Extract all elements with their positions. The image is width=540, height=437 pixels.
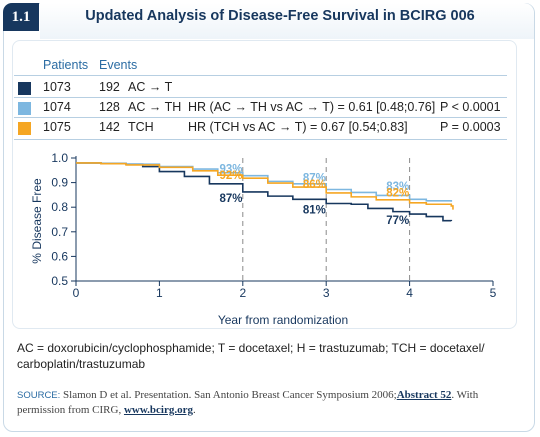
x-tick-label: 3: [323, 286, 330, 300]
legend-divider: [14, 75, 507, 76]
legend-divider: [14, 139, 507, 140]
percent-label: 81%: [303, 205, 326, 217]
abbreviations-footnote: AC = doxorubicin/cyclophosphamide; T = d…: [17, 341, 485, 371]
x-axis-label: Year from randomization: [218, 313, 348, 327]
legend-swatch: [18, 82, 31, 95]
source-text-2: . With permission from CIRG,: [17, 389, 479, 416]
percent-label: 92%: [219, 170, 242, 182]
x-tick-label: 4: [406, 286, 413, 300]
legend-row: 1073 192 AC → T: [0, 77, 540, 99]
legend-table: Patients Events 1073 192 AC → T 1074 128…: [0, 0, 540, 140]
figure-title: Updated Analysis of Disease-Free Surviva…: [85, 8, 475, 24]
x-tick-label: 5: [490, 286, 497, 300]
source-label: SOURCE:: [17, 390, 61, 401]
legend-events: 142: [99, 120, 120, 134]
source-citation: SOURCE: Slamon D et al. Presentation. Sa…: [17, 388, 527, 418]
legend-patients: 1074: [43, 100, 71, 114]
x-tick-label: 1: [156, 286, 163, 300]
legend-arm: AC → TH: [128, 100, 182, 114]
legend-patients: 1073: [43, 80, 71, 94]
y-tick-label: 0.5: [51, 274, 68, 288]
x-tick-label: 0: [73, 286, 80, 300]
legend-arm: AC → T: [128, 80, 173, 94]
legend-divider: [14, 117, 507, 118]
legend-p-value: P = 0.0003: [440, 120, 501, 134]
percent-label: 87%: [303, 173, 326, 185]
cirg-website-link[interactable]: www.bcirg.org: [123, 404, 193, 416]
abstract-link[interactable]: Abstract 52: [396, 389, 452, 401]
y-tick-label: 1.0: [51, 151, 68, 165]
legend-swatch: [18, 102, 31, 115]
source-text: Slamon D et al. Presentation. San Antoni…: [63, 389, 397, 401]
legend-events: 192: [99, 80, 120, 94]
y-tick-label: 0.6: [51, 249, 68, 263]
percent-label: 93%: [219, 163, 242, 175]
legend-row: 1074 128 AC → TH HR (AC → TH vs AC → T) …: [0, 97, 540, 119]
legend-row: 1075 142 TCH HR (TCH vs AC → T) = 0.67 […: [0, 117, 540, 139]
percent-label: 86%: [303, 179, 326, 191]
y-tick-label: 0.8: [51, 200, 68, 214]
source-end: .: [193, 404, 196, 416]
legend-events: 128: [99, 100, 120, 114]
percent-label: 87%: [219, 193, 242, 205]
x-tick-label: 2: [239, 286, 246, 300]
y-tick-label: 0.9: [51, 176, 68, 190]
survival-curve: [76, 162, 454, 210]
legend-swatch: [18, 122, 31, 135]
y-tick-label: 0.7: [51, 225, 68, 239]
legend-divider: [14, 97, 507, 98]
legend-header-events: Events: [99, 58, 138, 72]
legend-hazard-ratio: HR (TCH vs AC → T) = 0.67 [0.54;0.83]: [188, 120, 408, 134]
legend-p-value: P < 0.0001: [440, 100, 501, 114]
legend-patients: 1075: [43, 120, 71, 134]
title-band: [40, 3, 534, 39]
legend-arm: TCH: [128, 120, 154, 134]
percent-label: 77%: [386, 215, 409, 227]
legend-header-patients: Patients: [43, 58, 89, 72]
figure-number-badge: 1.1: [3, 3, 39, 31]
survival-curve: [76, 162, 453, 222]
legend-hazard-ratio: HR (AC → TH vs AC → T) = 0.61 [0.48;0.76…: [188, 100, 436, 114]
percent-label: 83%: [386, 181, 409, 193]
percent-label: 82%: [386, 187, 409, 199]
y-axis-label: % Disease Free: [30, 178, 44, 264]
